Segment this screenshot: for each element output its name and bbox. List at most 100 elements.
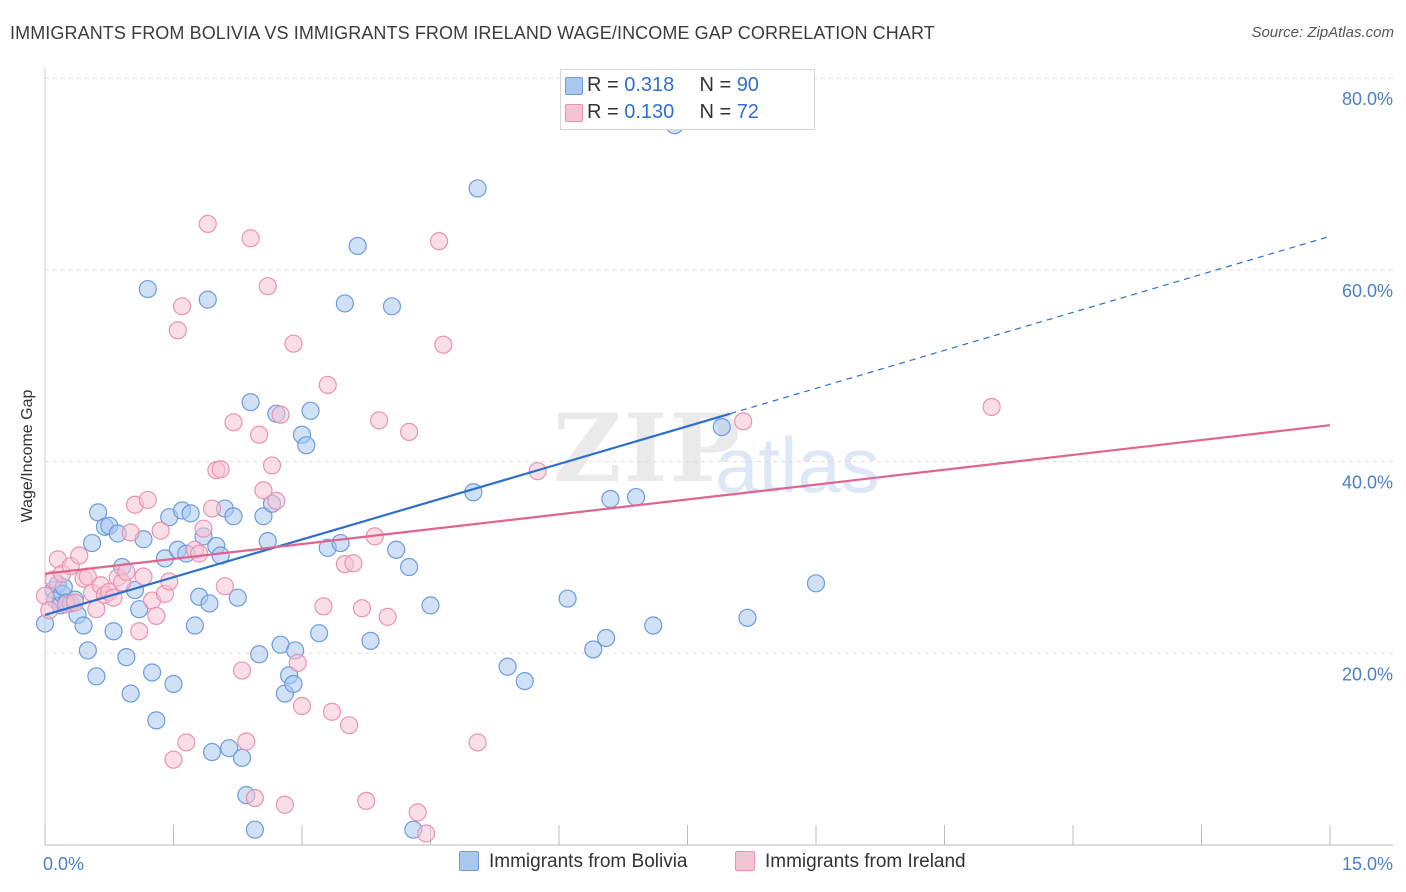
ireland-point	[340, 716, 359, 735]
bolivia-point	[138, 279, 157, 299]
ireland-trend-line	[44, 424, 1331, 575]
ireland-point	[734, 412, 753, 431]
r-value: 0.318	[624, 74, 675, 96]
bolivia-point	[399, 557, 419, 577]
ireland-point	[322, 702, 342, 721]
bolivia-point	[228, 588, 247, 607]
ireland-point	[172, 297, 192, 316]
n-value: 90	[736, 74, 759, 96]
ireland-point	[982, 397, 1001, 417]
ireland-point	[160, 572, 179, 591]
legend-label: Immigrants from Bolivia	[489, 851, 688, 872]
y-tick-label: 20.0%	[1342, 664, 1393, 684]
ireland-point	[318, 375, 337, 395]
ireland-point	[121, 523, 140, 542]
stats-box: R = 0.318 N = 90 R = 0.130 N = 72	[560, 69, 815, 130]
y-tick-label: 80.0%	[1342, 89, 1393, 109]
bolivia-point	[335, 294, 354, 313]
bolivia-point	[254, 507, 273, 526]
ireland-point	[254, 481, 273, 500]
ireland-point	[292, 696, 312, 716]
watermark-zip: ZIP	[553, 394, 743, 504]
bolivia-point	[806, 574, 826, 593]
r-label: R =	[587, 74, 625, 96]
ireland-point	[314, 597, 333, 616]
bolivia-point	[284, 674, 303, 694]
bolivia-point	[87, 667, 106, 686]
ireland-point	[241, 229, 260, 248]
bolivia-point	[558, 589, 577, 608]
bolivia-point	[584, 640, 603, 659]
bolivia-trend-extension	[730, 235, 1331, 415]
ireland-point	[468, 733, 487, 752]
y-tick-label: 60.0%	[1342, 281, 1393, 301]
bolivia-point	[117, 648, 136, 667]
ireland-point	[357, 791, 376, 811]
bolivia-point	[644, 616, 663, 635]
bolivia-point	[738, 608, 757, 627]
bolivia-point	[297, 436, 316, 455]
ireland-point	[245, 788, 264, 808]
source-attribution: Source: ZipAtlas.com	[1251, 24, 1394, 41]
ireland-point	[237, 732, 256, 751]
r-label: R =	[587, 101, 625, 123]
bolivia-point	[164, 674, 183, 694]
ireland-point	[40, 601, 59, 620]
bolivia-point	[310, 624, 329, 643]
ireland-point	[344, 554, 363, 573]
bolivia-point	[387, 540, 406, 559]
legend-item-bolivia[interactable]: Immigrants from Bolivia	[459, 851, 688, 877]
ireland-point	[284, 334, 303, 353]
ireland-point	[211, 460, 230, 479]
ireland-point	[434, 335, 453, 354]
bolivia-point	[121, 684, 140, 703]
ireland-point	[168, 321, 187, 340]
watermark-atlas: atlas	[715, 421, 880, 509]
x-tick-label: 0.0%	[43, 854, 84, 874]
bolivia-point	[498, 657, 517, 676]
ireland-point	[215, 577, 234, 596]
legend-item-ireland[interactable]: Immigrants from Ireland	[735, 851, 966, 877]
bolivia-point	[202, 742, 222, 762]
bolivia-point	[181, 504, 200, 523]
ireland-point	[164, 750, 183, 769]
bolivia-point	[232, 748, 252, 767]
legend-label: Immigrants from Ireland	[765, 851, 966, 872]
bolivia-point	[241, 393, 260, 412]
ireland-point	[224, 413, 243, 432]
ireland-point	[370, 411, 389, 430]
bolivia-point	[382, 297, 402, 316]
bolivia-point	[78, 641, 97, 660]
ireland-point	[378, 607, 397, 626]
bolivia-point	[83, 533, 102, 553]
ireland-point	[417, 824, 436, 843]
ireland-point	[250, 425, 269, 444]
bolivia-legend-swatch	[459, 851, 479, 871]
ireland-point	[198, 214, 217, 233]
ireland-point	[232, 661, 252, 680]
bolivia-point	[626, 487, 646, 507]
ireland-point	[352, 599, 372, 618]
bolivia-point	[301, 401, 320, 420]
ireland-point	[262, 456, 282, 475]
bolivia-point	[220, 739, 239, 758]
bolivia-point	[712, 417, 731, 437]
ireland-point	[130, 622, 149, 641]
ireland-point	[429, 232, 449, 251]
bolivia-point	[361, 631, 380, 650]
bolivia-point	[142, 663, 162, 682]
ireland-point	[267, 491, 286, 510]
ireland-legend-swatch	[735, 851, 755, 871]
ireland-point	[399, 422, 419, 441]
bolivia-point	[74, 616, 93, 635]
bolivia-trend-line	[44, 412, 731, 617]
bolivia-point	[130, 600, 149, 619]
ireland-point	[147, 606, 166, 626]
ireland-point	[271, 405, 290, 424]
bolivia-point	[601, 489, 620, 509]
ireland-point	[190, 544, 209, 563]
ireland-point	[151, 521, 170, 540]
bolivia-point	[104, 622, 123, 641]
ireland-point	[194, 519, 213, 538]
ireland-point	[258, 277, 277, 296]
